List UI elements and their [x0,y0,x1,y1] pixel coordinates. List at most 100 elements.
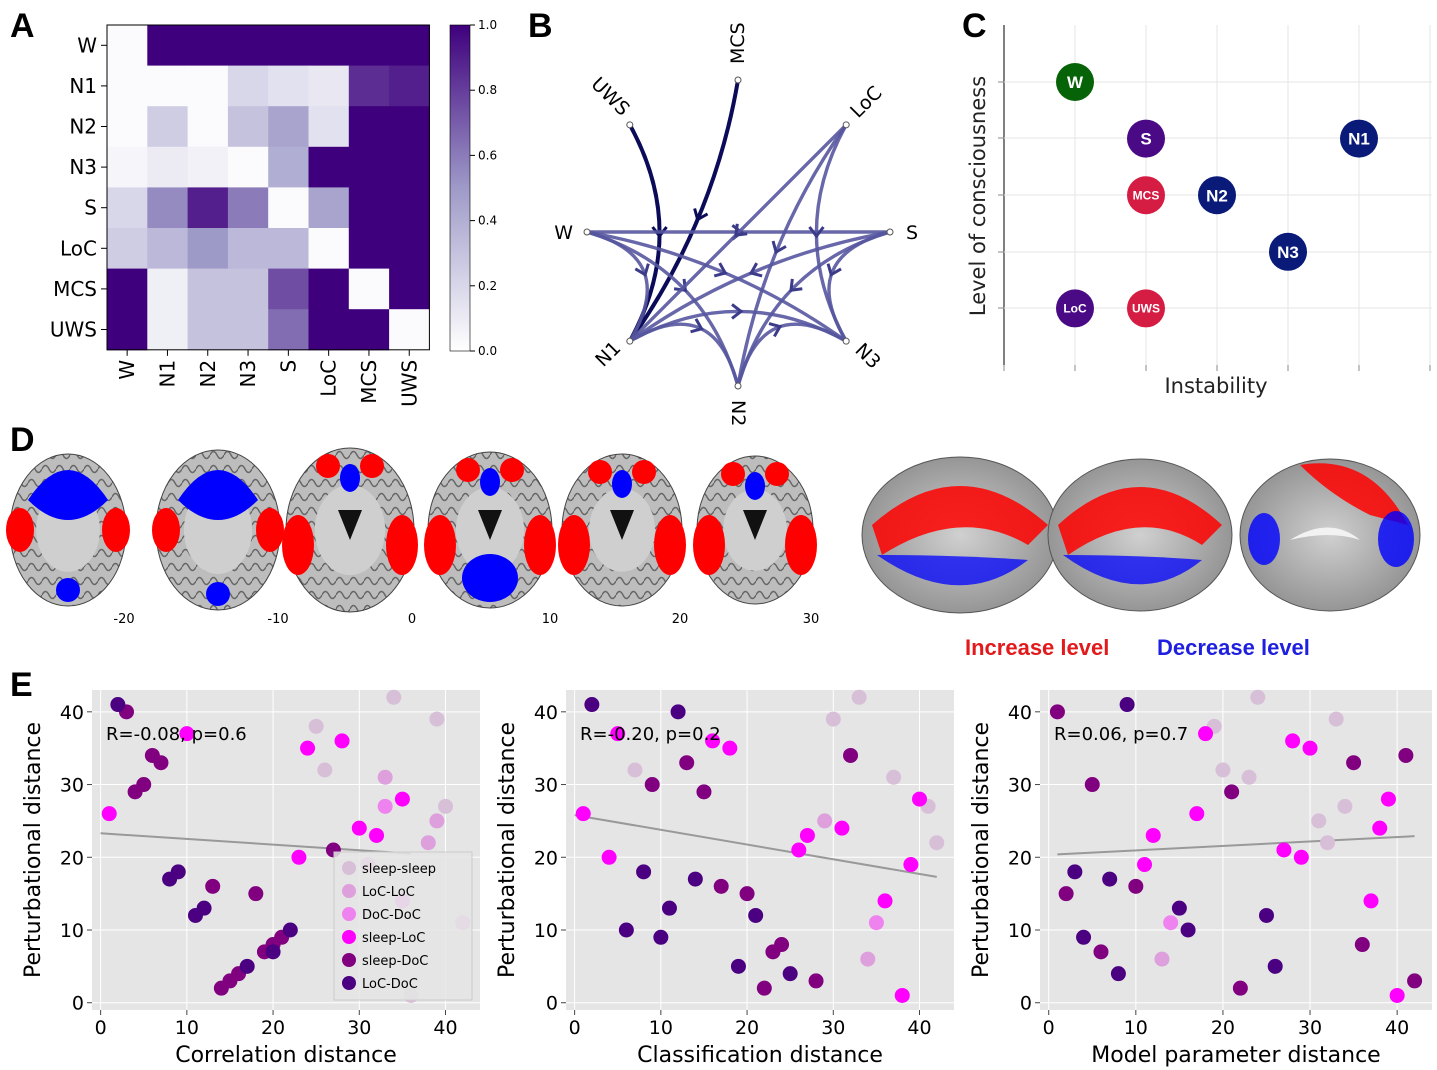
heatmap-cell [348,146,390,188]
heatmap-cell [308,268,350,310]
heatmap-cell [308,146,350,188]
heatmap-cell [268,106,309,148]
scatter-y-tick-label: 20 [534,847,558,869]
decrease-region [206,582,230,606]
scatter-point [877,893,893,909]
scatter-point [300,740,316,756]
network-edge [628,79,740,343]
scatter-point [153,755,169,771]
heatmap-cell [147,187,189,229]
scatter-point [730,958,746,974]
network-node [734,76,742,84]
legend-label: LoC-LoC [362,885,415,900]
scatter-point [1354,937,1370,953]
scatter-point [575,806,591,822]
slice-coordinate: 30 [803,612,820,627]
heatmap-col-label: UWS [397,360,421,407]
scatter-point [377,798,393,814]
scatter-point [1049,704,1065,720]
scatter-point [429,813,445,829]
heatmap-cell [227,309,269,351]
scatter-y-label: Perturbational distance [969,722,994,978]
heatmap-cell [107,187,148,229]
network-edge [827,230,891,343]
heatmap-cell [348,228,390,270]
heatmap-cell [348,309,390,351]
edge-arrow [771,240,787,255]
scatter-point [282,922,298,938]
increase-surface [872,486,1048,555]
legend-label: LoC-DoC [362,977,418,992]
regression-line [574,814,937,878]
heatmap-cell [147,25,189,67]
scatter-point [136,777,152,793]
scatter-point [1180,922,1196,938]
scatter-plots: 0 10 20 30 40 0 10 20 30 40 R=-0.08, p=0.6 Correlat… [21,689,1432,1068]
heatmap-cell [147,106,189,148]
network-node [734,382,742,390]
colorbar-tick-label: 0.2 [478,279,497,293]
heatmap-row-label: N3 [69,155,97,179]
decrease-region [480,468,500,496]
scatter-point [705,733,721,749]
scatter-point [1137,857,1153,873]
corpus-callosum [1290,527,1360,540]
heatmap-row-label: S [84,196,97,220]
slice-coordinate: 20 [672,612,689,627]
increase-region [524,515,556,575]
increase-region [721,462,745,486]
network-node [842,337,850,345]
scatter-point [843,747,859,763]
increase-region [282,515,314,575]
scatter-x-tick-label: 0 [1043,1017,1055,1039]
scatter-x-tick-label: 0 [569,1017,581,1039]
slice-coordinate: -10 [267,612,288,627]
network-edge [628,230,891,343]
scatter-point [1389,987,1405,1003]
increase-region [693,515,725,575]
scatter-point [670,704,686,720]
scatter-point [1250,689,1266,705]
heatmap-row-label: W [77,33,97,57]
decrease-surface [1248,513,1280,565]
scatter-point [248,886,264,902]
bubble-label: S [1140,130,1151,149]
scatter-point [1267,958,1283,974]
scatter-point [1363,893,1379,909]
scatter-point [1171,900,1187,916]
bubble-label: MCS [1133,189,1160,203]
heatmap-cell [268,146,309,188]
scatter-point [1058,886,1074,902]
decrease-surface [877,555,1028,586]
scatter-x-tick-label: 20 [261,1017,285,1039]
increase-region [6,508,34,552]
bubble-point [1269,232,1307,271]
heatmap-row-label: UWS [50,318,97,342]
edge-arrow [693,208,709,222]
heatmap-frame [106,24,430,351]
heatmap-cell [107,268,148,310]
legend-marker [342,953,356,967]
heatmap-cell [348,65,390,107]
edge-arrow [651,226,668,239]
heatmap-cell [308,187,350,229]
edge-arrow [731,303,744,320]
network-node-label: LoC [846,82,886,122]
scatter-point [1084,777,1100,793]
increase-region [785,515,817,575]
heatmap-cell [187,187,229,229]
bubble-x-label: Instability [1164,374,1267,398]
scatter-point [748,907,764,923]
panel-label-d: D [10,421,35,459]
edge-arrow [690,318,704,334]
scatter-point [618,922,634,938]
heatmap-cell [227,25,269,67]
heatmap-col-label: MCS [357,360,381,404]
bubble-label: N2 [1206,186,1228,205]
edge-arrow [634,263,650,277]
heatmap-cell [187,268,229,310]
scatter-y-tick-label: 10 [534,920,558,942]
heatmap-col-label: W [115,360,139,380]
heatmap-cell [348,25,390,67]
